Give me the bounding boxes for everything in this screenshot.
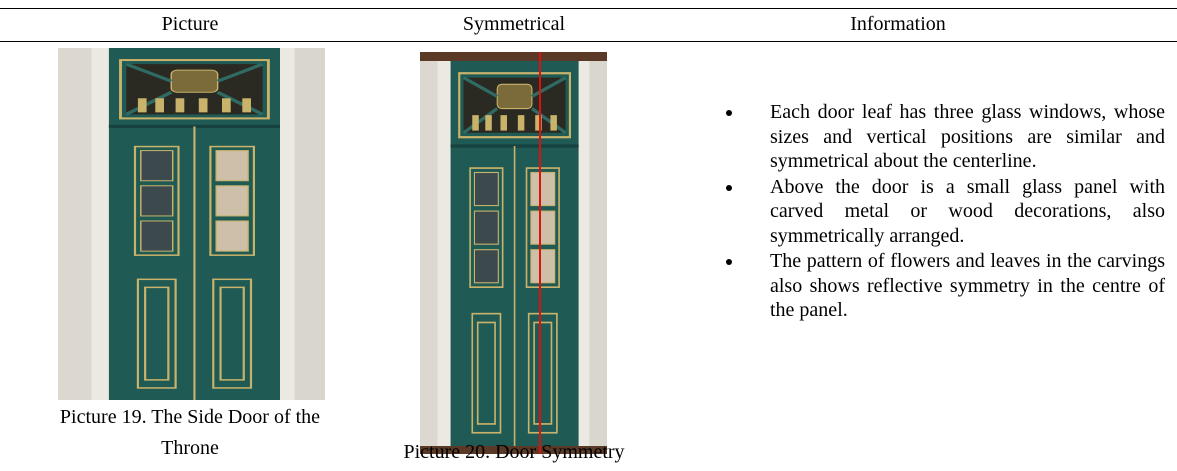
information-list: Each door leaf has three glass windows, … <box>722 100 1165 324</box>
column-header: Symmetrical <box>462 13 566 35</box>
header-rule <box>0 41 1177 42</box>
door-photo <box>58 48 325 400</box>
door-symmetry-photo <box>420 52 607 454</box>
top-rule <box>0 8 1177 9</box>
caption: Picture 19. The Side Door of the Throne <box>59 406 321 459</box>
column-header: Picture <box>161 13 219 35</box>
bullet: The pattern of flowers and leaves in the… <box>726 250 1165 321</box>
bullet: Above the door is a small glass panel wi… <box>726 175 1165 247</box>
bullet: Each door leaf has three glass windows, … <box>726 101 1165 172</box>
caption: Picture 20. Door Symmetry <box>403 441 625 463</box>
column-header: Information <box>850 13 946 35</box>
